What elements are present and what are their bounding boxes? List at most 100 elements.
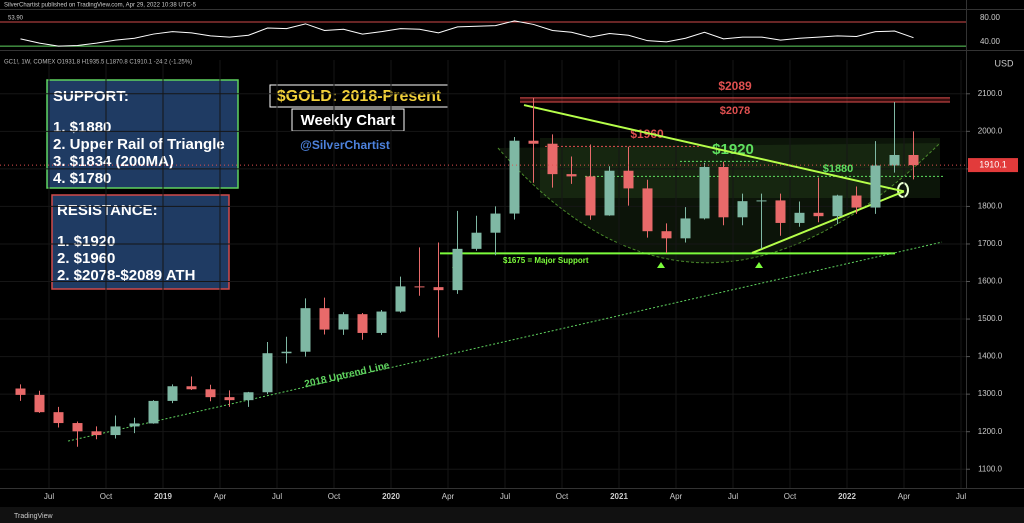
level-label: $1920 — [712, 141, 754, 158]
resistance-item: 1. $1920 — [57, 233, 115, 250]
candle-body — [794, 212, 805, 223]
candle-body — [908, 154, 919, 166]
candle-body — [338, 314, 349, 330]
x-tick-label: Oct — [784, 492, 797, 501]
candle-body — [205, 389, 216, 398]
resistance-item: 2. $1960 — [57, 250, 115, 267]
ath-zone — [520, 97, 950, 103]
candle-body — [376, 311, 387, 333]
candle-body — [528, 140, 539, 144]
header: SilverChartist published on TradingView.… — [4, 3, 197, 9]
trendline — [523, 104, 905, 193]
support-box-frame — [46, 79, 239, 189]
candle-body — [262, 353, 273, 393]
candle-body — [148, 400, 159, 424]
rsi-value: 53.90 — [8, 16, 24, 22]
y-tick-label: 1400.0 — [978, 352, 1003, 361]
candle-body — [167, 386, 178, 401]
support-item: 3. $1834 (200MA) — [53, 153, 174, 170]
rsi-line — [20, 20, 914, 47]
x-tick-label: Jul — [500, 492, 510, 501]
level-label: $1675 = Major Support — [503, 256, 589, 265]
support-item: 4. $1780 — [53, 170, 111, 187]
candle-body — [452, 248, 463, 291]
level-label: $1960 — [630, 127, 664, 141]
candle-body — [642, 188, 653, 232]
candle-body — [15, 388, 26, 395]
y-tick-label: 1700.0 — [978, 239, 1003, 248]
candle-body — [300, 308, 311, 352]
candle-body — [623, 170, 634, 189]
x-tick-label: 2020 — [382, 492, 400, 501]
resistance-heading: RESISTANCE: — [57, 202, 158, 219]
x-tick-label: Apr — [214, 492, 227, 501]
level-label: $2078 — [720, 105, 751, 117]
candle-body — [718, 167, 729, 218]
chart-subtitle: Weekly Chart — [301, 112, 396, 129]
candle-body — [34, 394, 45, 413]
candle-body — [243, 392, 254, 401]
candle-body — [566, 174, 577, 177]
resistance-box: RESISTANCE: 1. $1920 2. $1960 2. $2078-$… — [51, 194, 230, 290]
trendline — [67, 241, 943, 442]
x-tick-label: Apr — [898, 492, 911, 501]
candle-body — [433, 287, 444, 291]
candle-body — [414, 286, 425, 288]
y-tick-label: 1800.0 — [978, 202, 1003, 211]
candle-body — [357, 314, 368, 333]
y-tick-label: 1600.0 — [978, 277, 1003, 286]
candle-body — [53, 412, 64, 424]
candle-body — [281, 351, 292, 354]
candle-body — [395, 286, 406, 312]
support-heading: SUPPORT: — [53, 88, 129, 105]
x-tick-label: Jul — [956, 492, 966, 501]
footer-bar — [0, 507, 1024, 523]
footer: TradingView — [14, 513, 53, 520]
x-tick-label: 2021 — [610, 492, 628, 501]
candle-body — [186, 386, 197, 390]
chart-title: $GOLD: 2018-Present — [277, 88, 442, 105]
candle-body — [585, 176, 596, 216]
last-price-label: 1910.1 — [979, 159, 1007, 169]
y-tick-label: 2000.0 — [978, 126, 1003, 135]
x-tick-label: Jul — [44, 492, 54, 501]
y-tick-label: 2100.0 — [978, 89, 1003, 98]
x-tick-label: Oct — [556, 492, 569, 501]
x-tick-label: Jul — [272, 492, 282, 501]
candle-body — [680, 218, 691, 239]
candle-body — [319, 308, 330, 330]
x-tick-label: 2019 — [154, 492, 172, 501]
candle-body — [851, 195, 862, 208]
candle-body — [129, 423, 140, 427]
legend-text: GC1!, 1W, COMEX O1931.8 H1935.5 L1870.8 … — [4, 60, 192, 66]
currency: USD — [994, 58, 1014, 68]
candle-body — [699, 167, 710, 219]
last-price-tag — [968, 158, 1018, 173]
support-box: SUPPORT: 1. $1880 2. Upper Rail of Trian… — [46, 79, 239, 189]
y-tick-label: 1300.0 — [978, 389, 1003, 398]
candle-body — [490, 213, 501, 233]
y-tick-label: 1500.0 — [978, 314, 1003, 323]
candle-body — [870, 165, 881, 208]
resistance-item: 2. $2078-$2089 ATH — [57, 267, 195, 284]
author: @SilverChartist — [300, 138, 390, 152]
candle-body — [661, 231, 672, 239]
candle-body — [72, 423, 83, 432]
candle-body — [813, 212, 824, 217]
x-tick-label: Oct — [100, 492, 113, 501]
candle-body — [756, 200, 767, 202]
resistance-box-frame — [51, 194, 230, 290]
candle-body — [224, 397, 235, 401]
y-tick-label: 1100.0 — [978, 464, 1002, 473]
x-tick-label: Oct — [328, 492, 341, 501]
support-item: 2. Upper Rail of Triangle — [53, 136, 225, 153]
candle-body — [737, 201, 748, 218]
candle-body — [832, 195, 843, 217]
candle-body — [110, 426, 121, 436]
x-tick-label: Apr — [442, 492, 455, 501]
candle-body — [604, 170, 615, 216]
x-tick-label: 2022 — [838, 492, 856, 501]
level-label: $1880 — [823, 163, 854, 175]
candle-body — [547, 143, 558, 175]
